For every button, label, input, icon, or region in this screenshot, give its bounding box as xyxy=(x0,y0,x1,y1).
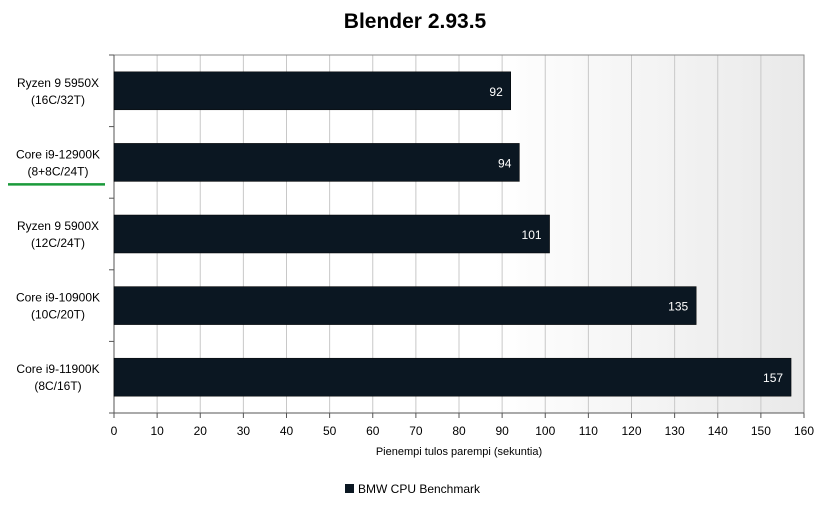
x-tick-label: 150 xyxy=(751,424,771,438)
x-tick-label: 120 xyxy=(621,424,641,438)
x-tick-label: 140 xyxy=(708,424,728,438)
x-tick-label: 60 xyxy=(366,424,380,438)
x-tick-label: 70 xyxy=(409,424,423,438)
bar-value-label: 101 xyxy=(522,228,542,242)
x-axis-label: Pienempi tulos parempi (sekuntia) xyxy=(376,446,542,458)
bar-value-label: 92 xyxy=(489,85,503,99)
category-label: (16C/32T) xyxy=(31,93,85,107)
category-label: (10C/20T) xyxy=(31,308,85,322)
x-tick-label: 0 xyxy=(111,424,118,438)
bar-value-label: 94 xyxy=(498,156,512,170)
bar-value-label: 157 xyxy=(763,371,783,385)
category-label: (8+8C/24T) xyxy=(27,164,88,178)
x-tick-label: 130 xyxy=(665,424,685,438)
x-tick-label: 160 xyxy=(794,424,814,438)
x-tick-label: 20 xyxy=(194,424,208,438)
category-label: (8C/16T) xyxy=(34,379,81,393)
bar xyxy=(113,214,550,254)
x-tick-label: 50 xyxy=(323,424,337,438)
x-tick-label: 80 xyxy=(452,424,466,438)
legend: BMW CPU Benchmark xyxy=(345,482,481,496)
category-label: (12C/24T) xyxy=(31,236,85,250)
category-label: Core i9-10900K xyxy=(16,291,100,305)
x-tick-label: 10 xyxy=(150,424,164,438)
bar xyxy=(113,143,520,182)
chart-title: Blender 2.93.5 xyxy=(343,10,487,33)
x-tick-label: 30 xyxy=(237,424,251,438)
bars: 92 94 101 135 157 xyxy=(113,71,792,397)
bar xyxy=(113,357,792,397)
x-tick-label: 40 xyxy=(280,424,294,438)
x-tick-label: 90 xyxy=(495,424,509,438)
category-label: Core i9-11900K xyxy=(16,362,99,376)
bar xyxy=(113,71,511,111)
category-labels: Ryzen 9 5950X (16C/32T) Core i9-12900K (8+8… xyxy=(8,76,105,393)
bar xyxy=(113,286,697,325)
category-label: Ryzen 9 5900X xyxy=(17,219,99,233)
x-tick-label: 110 xyxy=(579,424,598,438)
bar-value-label: 135 xyxy=(668,300,688,314)
x-tick-labels: 0 10 20 30 40 50 60 70 80 90 100 110 120 130 140 150 160 xyxy=(111,424,815,438)
legend-swatch xyxy=(345,484,354,493)
category-label: Core i9-12900K xyxy=(16,147,100,161)
x-tick-label: 100 xyxy=(535,424,555,438)
legend-label: BMW CPU Benchmark xyxy=(358,482,481,496)
category-label: Ryzen 9 5950X xyxy=(17,76,99,90)
